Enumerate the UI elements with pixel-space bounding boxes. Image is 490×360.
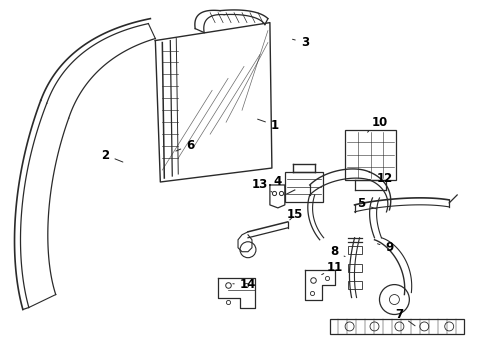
Text: 8: 8: [331, 245, 345, 258]
Text: 14: 14: [233, 278, 256, 291]
Text: 11: 11: [322, 261, 343, 275]
Text: 3: 3: [293, 36, 309, 49]
Bar: [347, 246, 362, 254]
Text: 1: 1: [258, 119, 279, 132]
Bar: [347, 264, 362, 272]
Bar: [344, 130, 396, 180]
Bar: [285, 172, 323, 202]
Text: 9: 9: [377, 241, 393, 254]
Text: 5: 5: [357, 197, 377, 210]
Text: 12: 12: [369, 171, 392, 185]
Text: 6: 6: [176, 139, 195, 152]
Text: 7: 7: [395, 308, 415, 326]
Text: 15: 15: [287, 208, 303, 221]
Text: 2: 2: [101, 149, 123, 162]
Text: 10: 10: [368, 116, 388, 132]
Bar: [330, 319, 464, 334]
Text: 4: 4: [274, 175, 285, 189]
Text: 13: 13: [252, 179, 272, 192]
Bar: [347, 280, 362, 289]
